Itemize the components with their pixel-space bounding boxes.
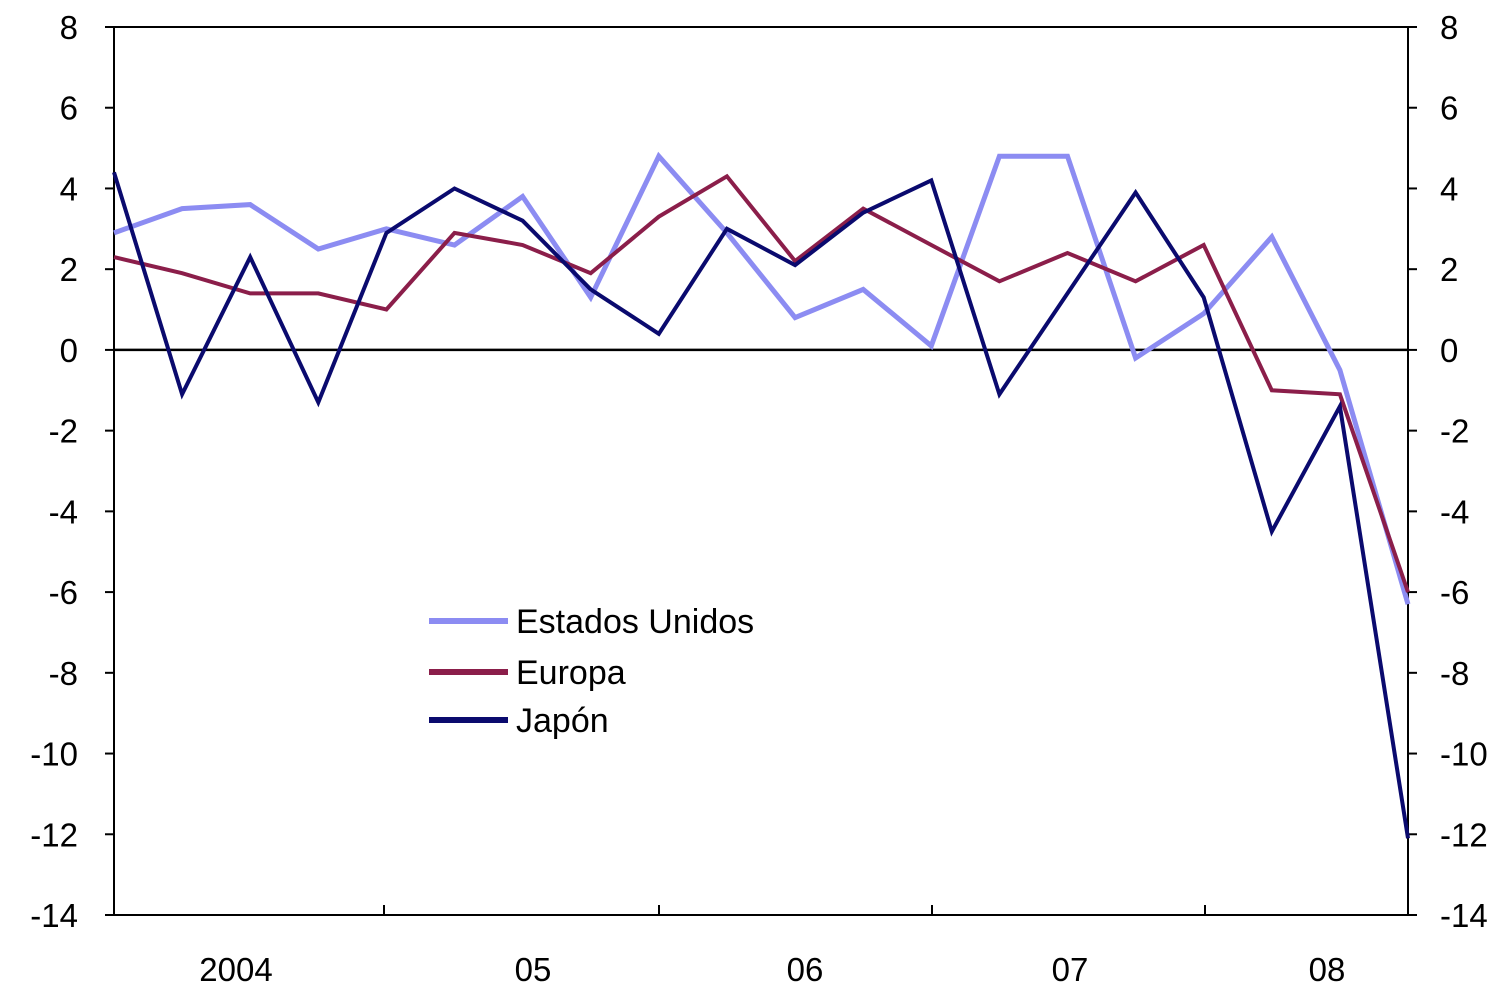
- x-axis-period-labels: 2004 05 06 07 08: [199, 951, 1345, 984]
- plot-area-frame: [113, 26, 1409, 916]
- y-tick-label-right: 0: [1440, 332, 1458, 369]
- y-tick-label-left: -12: [30, 816, 78, 853]
- series-line-estados-unidos: [113, 151, 1411, 605]
- y-tick-label-right: -14: [1440, 897, 1488, 934]
- y-tick-label-right: -10: [1440, 736, 1488, 773]
- x-period-label: 06: [787, 951, 824, 984]
- y-tick-label-left: -14: [30, 897, 78, 934]
- y-tick-label-right: -8: [1440, 655, 1469, 692]
- x-period-label: 07: [1052, 951, 1089, 984]
- legend-label: Japón: [516, 702, 609, 740]
- x-axis-ticks: [383, 905, 1206, 915]
- y-tick-label-left: 4: [60, 170, 78, 207]
- series-line-europa: [113, 173, 1410, 593]
- y-tick-label-right: 6: [1440, 90, 1458, 127]
- y-tick-label-right: 4: [1440, 170, 1458, 207]
- y-tick-label-left: 2: [60, 251, 78, 288]
- y-tick-label-left: 6: [60, 90, 78, 127]
- y-tick-label-right: -4: [1440, 493, 1469, 530]
- y-tick-label-right: -12: [1440, 816, 1488, 853]
- x-period-label: 2004: [199, 951, 272, 984]
- y-tick-label-right: 2: [1440, 251, 1458, 288]
- series-line-jap-n: [112, 171, 1410, 839]
- left-y-axis: 8 6 4 2 0 -2 -4 -6 -8 -10 -12 -14: [30, 9, 114, 934]
- x-period-label: 08: [1309, 951, 1346, 984]
- y-tick-label-left: 8: [60, 9, 78, 46]
- x-period-label: 05: [515, 951, 552, 984]
- y-tick-label-left: -8: [49, 655, 78, 692]
- legend-label: Europa: [516, 654, 626, 692]
- chart-legend: Estados Unidos Europa Japón: [429, 603, 754, 740]
- y-tick-label-left: -6: [49, 574, 78, 611]
- y-tick-label-left: -10: [30, 736, 78, 773]
- y-tick-label-right: 8: [1440, 9, 1458, 46]
- legend-label: Estados Unidos: [516, 603, 754, 641]
- right-y-axis: 8 6 4 2 0 -2 -4 -6 -8 -10 -12 -14: [1408, 9, 1488, 934]
- y-tick-label-left: 0: [60, 332, 78, 369]
- y-tick-label-left: -2: [49, 413, 78, 450]
- y-tick-label-right: -2: [1440, 413, 1469, 450]
- y-tick-label-left: -4: [49, 493, 78, 530]
- y-tick-label-right: -6: [1440, 574, 1469, 611]
- series-lines: [112, 151, 1411, 839]
